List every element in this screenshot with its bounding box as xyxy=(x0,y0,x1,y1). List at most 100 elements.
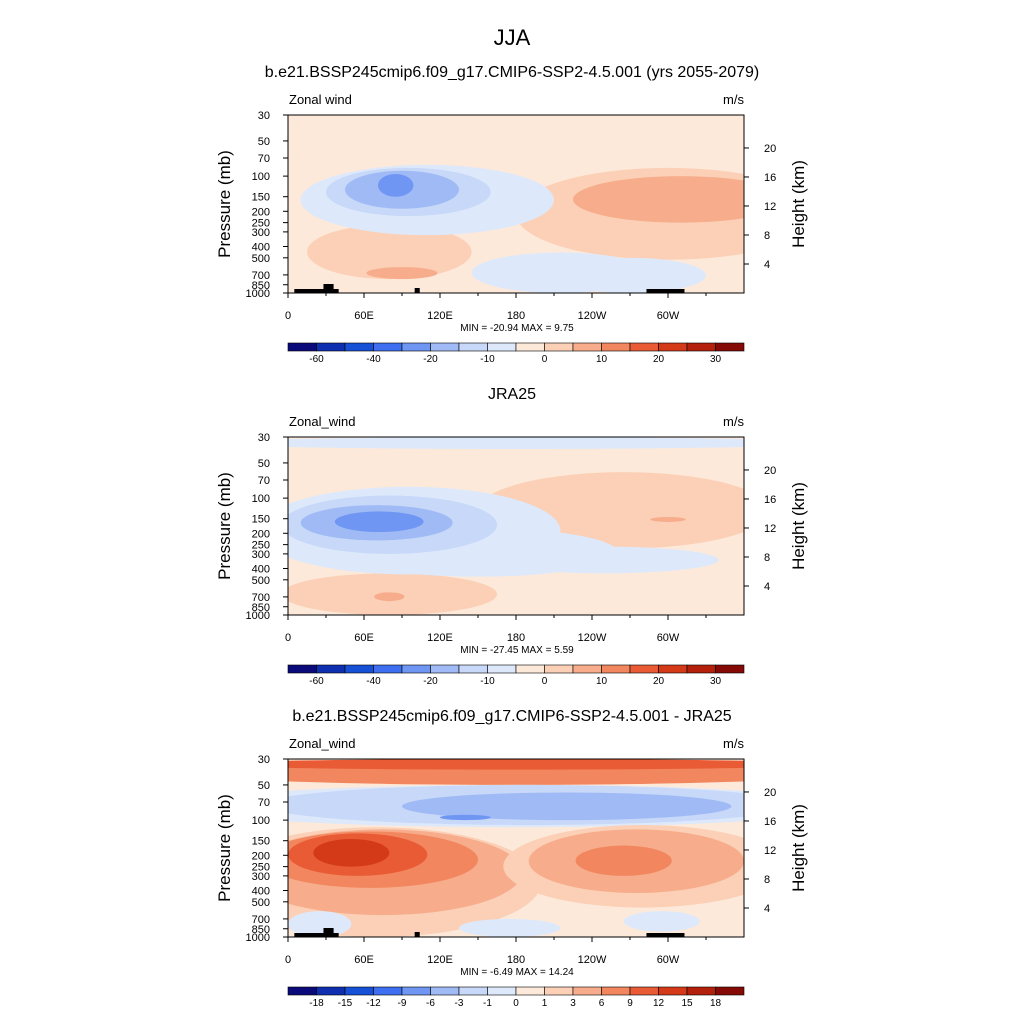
colorbar-swatch xyxy=(287,986,317,996)
pressure-tick-label: 850 xyxy=(252,280,270,292)
pressure-tick-label: 500 xyxy=(252,897,270,909)
longitude-tick-label: 60W xyxy=(657,954,680,966)
variable-label: Zonal_wind xyxy=(289,414,356,429)
pressure-tick-label: 400 xyxy=(252,885,270,897)
colorbar-swatch xyxy=(487,664,517,674)
topography xyxy=(323,284,334,293)
colorbar-tick-label: -20 xyxy=(423,354,438,365)
topography xyxy=(646,289,685,293)
pressure-tick-label: 500 xyxy=(252,253,270,265)
height-axis-title: Height (km) xyxy=(789,160,808,248)
colorbar-tick-label: -10 xyxy=(480,354,495,365)
contour-region xyxy=(307,224,472,280)
units-label: m/s xyxy=(723,736,744,751)
pressure-tick-label: 150 xyxy=(252,836,270,848)
colorbar-swatch xyxy=(458,664,488,674)
colorbar-swatch xyxy=(658,986,688,996)
topography xyxy=(294,289,339,293)
pressure-tick-label: 100 xyxy=(252,493,270,505)
pressure-tick-label: 200 xyxy=(252,850,270,862)
contour-region xyxy=(440,814,491,821)
panel-1: b.e21.BSSP245cmip6.f09_g17.CMIP6-SSP2-4.… xyxy=(215,64,808,365)
pressure-tick-label: 70 xyxy=(258,797,270,809)
colorbar-swatch xyxy=(401,342,431,352)
pressure-tick-label: 400 xyxy=(252,241,270,253)
height-tick-label: 4 xyxy=(764,581,770,593)
contour-region xyxy=(575,845,672,876)
contour-region xyxy=(459,918,561,937)
pressure-tick-label: 150 xyxy=(252,514,270,526)
pressure-tick-label: 250 xyxy=(252,540,270,552)
longitude-tick-label: 180 xyxy=(507,632,525,644)
pressure-tick-label: 70 xyxy=(258,475,270,487)
panel-title: b.e21.BSSP245cmip6.f09_g17.CMIP6-SSP2-4.… xyxy=(292,708,731,725)
pressure-tick-label: 30 xyxy=(258,432,270,444)
longitude-tick-label: 60W xyxy=(657,310,680,322)
longitude-tick-label: 120W xyxy=(578,954,607,966)
longitude-tick-label: 120E xyxy=(427,310,453,322)
longitude-tick-label: 60E xyxy=(354,632,374,644)
colorbar-tick-label: -12 xyxy=(366,998,381,1009)
colorbar-tick-label: 1 xyxy=(542,998,548,1009)
pressure-tick-label: 100 xyxy=(252,815,270,827)
units-label: m/s xyxy=(723,92,744,107)
min-max-stats: MIN = -20.94 MAX = 9.75 xyxy=(460,323,574,334)
variable-label: Zonal_wind xyxy=(289,736,356,751)
contour-region xyxy=(288,759,744,770)
colorbar-tick-label: 10 xyxy=(596,676,608,687)
colorbar-swatch xyxy=(487,986,517,996)
contour-region xyxy=(573,176,744,223)
pressure-tick-label: 400 xyxy=(252,563,270,575)
contour-field xyxy=(288,115,744,293)
panel-title: JRA25 xyxy=(488,386,536,403)
colorbar-swatch xyxy=(430,986,460,996)
colorbar-tick-label: 6 xyxy=(599,998,605,1009)
min-max-stats: MIN = -27.45 MAX = 5.59 xyxy=(460,645,574,656)
height-tick-label: 8 xyxy=(764,874,770,886)
colorbar-swatch xyxy=(458,342,488,352)
colorbar-swatch xyxy=(316,342,346,352)
pressure-tick-label: 1000 xyxy=(246,932,270,944)
colorbar-swatch xyxy=(344,664,374,674)
height-tick-label: 16 xyxy=(764,816,776,828)
height-axis-title: Height (km) xyxy=(789,482,808,570)
contour-region xyxy=(288,911,352,937)
contour-region xyxy=(334,511,424,533)
colorbar-swatch xyxy=(629,986,659,996)
colorbar-tick-label: 0 xyxy=(542,354,548,365)
colorbar-swatch xyxy=(287,342,317,352)
pressure-tick-label: 50 xyxy=(258,136,270,148)
pressure-tick-label: 850 xyxy=(252,924,270,936)
colorbar-swatch xyxy=(601,986,631,996)
height-tick-label: 16 xyxy=(764,494,776,506)
colorbar-swatch xyxy=(629,664,659,674)
pressure-axis-title: Pressure (mb) xyxy=(215,150,234,258)
colorbar-swatch xyxy=(515,342,545,352)
colorbar-tick-label: 12 xyxy=(653,998,665,1009)
colorbar-swatch xyxy=(515,986,545,996)
longitude-tick-label: 180 xyxy=(507,310,525,322)
height-axis-title: Height (km) xyxy=(789,804,808,892)
topography xyxy=(414,288,420,293)
height-tick-label: 20 xyxy=(764,787,776,799)
colorbar-tick-label: -40 xyxy=(366,676,381,687)
contour-field xyxy=(288,759,744,937)
longitude-tick-label: 60E xyxy=(354,954,374,966)
colorbar-tick-label: 20 xyxy=(653,676,665,687)
min-max-stats: MIN = -6.49 MAX = 14.24 xyxy=(460,967,574,978)
pressure-tick-label: 50 xyxy=(258,780,270,792)
pressure-tick-label: 700 xyxy=(252,914,270,926)
colorbar-swatch xyxy=(515,664,545,674)
panel-title: b.e21.BSSP245cmip6.f09_g17.CMIP6-SSP2-4.… xyxy=(265,64,760,81)
longitude-tick-label: 0 xyxy=(285,632,291,644)
longitude-tick-label: 0 xyxy=(285,310,291,322)
colorbar-swatch xyxy=(544,664,574,674)
colorbar-swatch xyxy=(373,986,403,996)
colorbar-tick-label: 30 xyxy=(710,354,722,365)
colorbar-tick-label: 15 xyxy=(681,998,693,1009)
longitude-tick-label: 60W xyxy=(657,632,680,644)
colorbar-tick-label: -6 xyxy=(426,998,435,1009)
pressure-tick-label: 300 xyxy=(252,871,270,883)
contour-region xyxy=(288,115,744,171)
